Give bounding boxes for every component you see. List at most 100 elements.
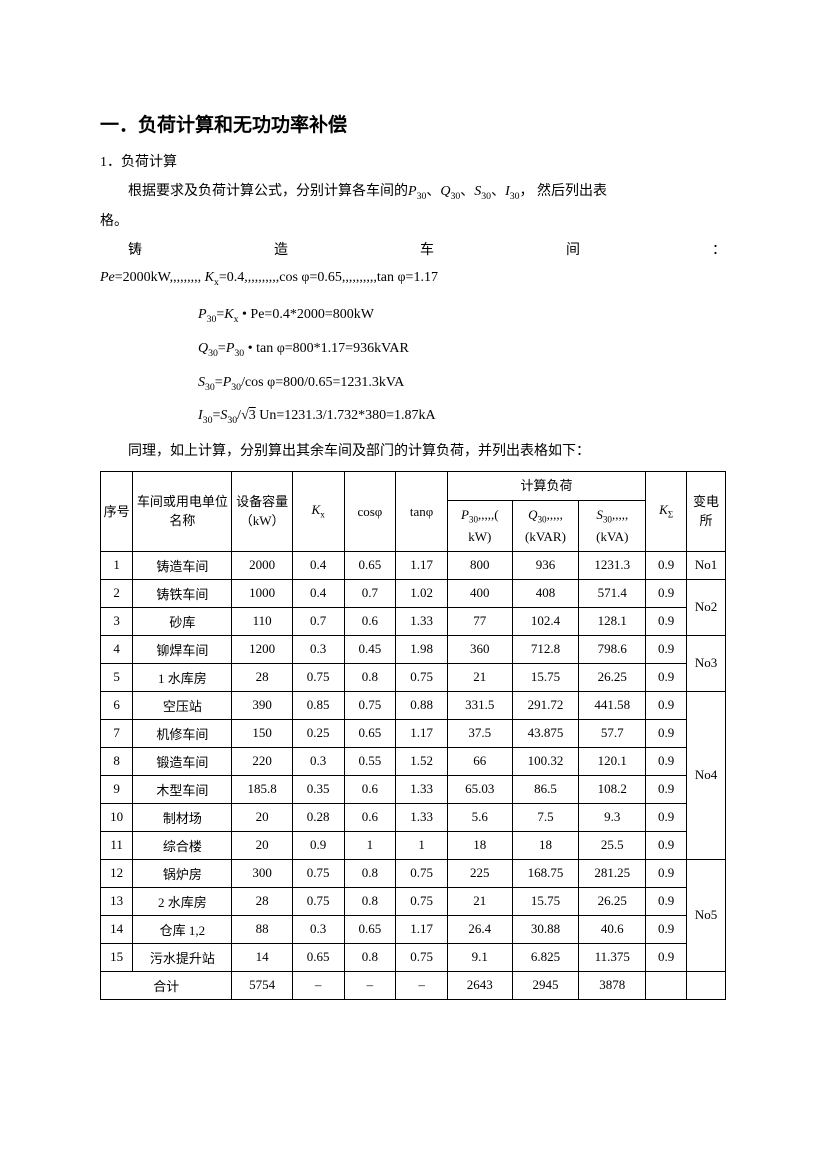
table-cell: 0.6 [344,607,396,635]
table-cell: 污水提升站 [133,943,232,971]
table-cell: 0.3 [292,635,344,663]
table-cell: 4 [101,635,133,663]
table-cell: 40.6 [579,915,646,943]
table-cell: 936 [512,551,579,579]
table-cell: 1 [344,831,396,859]
symbol-i30: I30 [505,184,519,199]
th-kx: Kx [292,472,344,551]
formula-q30-rhs: • tan φ=800*1.17=936kVAR [244,341,409,356]
table-cell: 30.88 [512,915,579,943]
table-cell: 1200 [232,635,292,663]
table-cell: 0.75 [292,663,344,691]
table-cell: 100.32 [512,747,579,775]
th-name: 车间或用电单位名称 [133,472,232,551]
table-cell: 0.65 [344,719,396,747]
table-cell: 1.52 [396,747,448,775]
table-cell: 1.17 [396,551,448,579]
table-row: 6空压站3900.850.750.88331.5291.72441.580.9N… [101,691,726,719]
table-row: 1铸造车间20000.40.651.178009361231.30.9No1 [101,551,726,579]
table-cell: 0.75 [396,943,448,971]
table-cell: 2 水库房 [133,887,232,915]
table-cell: 3 [101,607,133,635]
table-cell: 15.75 [512,663,579,691]
table-cell: 1 水库房 [133,663,232,691]
spread-char-e: ： [712,238,726,265]
table-cell: 15 [101,943,133,971]
table-cell: 0.6 [344,803,396,831]
formula-s30: S30=P30/cos φ=800/0.65=1231.3kVA [198,366,726,400]
table-cell: 0.9 [646,551,687,579]
table-cell: 0.75 [292,887,344,915]
table-cell: 20 [232,803,292,831]
th-calc-load: 计算负荷 [447,472,645,501]
table-cell: 1.02 [396,579,448,607]
table-cell: 0.25 [292,719,344,747]
table-cell: 26.25 [579,663,646,691]
formula-p30: P30=Kx • Pe=0.4*2000=800kW [198,298,726,332]
table-cell: 1.17 [396,915,448,943]
table-cell: 制材场 [133,803,232,831]
symbol-p30: P30 [408,184,426,199]
table-row: 7机修车间1500.250.651.1737.543.87557.70.9 [101,719,726,747]
table-row: 2铸铁车间10000.40.71.02400408571.40.9No2 [101,579,726,607]
table-cell: 300 [232,859,292,887]
table-cell: 0.8 [344,887,396,915]
table-cell: 1 [101,551,133,579]
table-row: 11综合楼200.911181825.50.9 [101,831,726,859]
document-page: 一．负荷计算和无功功率补偿 1．负荷计算 根据要求及负荷计算公式，分别计算各车间… [0,0,826,1060]
table-cell: 110 [232,607,292,635]
table-row: 4铆焊车间12000.30.451.98360712.8798.60.9No3 [101,635,726,663]
table-cell: 360 [447,635,512,663]
table-cell: 9.3 [579,803,646,831]
th-cos: cosφ [344,472,396,551]
table-cell: 712.8 [512,635,579,663]
table-cell: 14 [101,915,133,943]
table-row: 132 水库房280.750.80.752115.7526.250.9 [101,887,726,915]
table-cell: 0.9 [646,831,687,859]
table-cell: 0.6 [344,775,396,803]
table-cell: 102.4 [512,607,579,635]
total-label-cell: 合计 [101,971,232,999]
table-cell: 0.9 [646,775,687,803]
table-cell: 0.9 [646,607,687,635]
th-ksigma: KΣ [646,472,687,551]
table-row: 51 水库房280.750.80.752115.7526.250.9 [101,663,726,691]
table-cell: 1 [396,831,448,859]
table-cell: 15.75 [512,887,579,915]
table-cell: 185.8 [232,775,292,803]
table-cell: 0.75 [396,663,448,691]
table-cell: 11 [101,831,133,859]
table-cell: 77 [447,607,512,635]
table-cell: 0.9 [646,803,687,831]
table-cell: 331.5 [447,691,512,719]
table-cell: 5.6 [447,803,512,831]
table-cell: 1.17 [396,719,448,747]
table-cell: 10 [101,803,133,831]
table-cell: 37.5 [447,719,512,747]
table-cell: 0.28 [292,803,344,831]
formula-i30-rhs: Un=1231.3/1.732*380=1.87kA [259,408,435,423]
table-cell: 0.9 [646,859,687,887]
table-cell: 150 [232,719,292,747]
table-cell: 0.8 [344,859,396,887]
table-cell: 281.25 [579,859,646,887]
th-pe: 设备容量（kW） [232,472,292,551]
substation-cell: No5 [687,859,726,971]
table-cell: 0.9 [646,887,687,915]
table-cell: 26.4 [447,915,512,943]
table-cell: 木型车间 [133,775,232,803]
subsection-number: 1．负荷计算 [100,151,726,171]
table-cell: 1.98 [396,635,448,663]
table-cell: 0.85 [292,691,344,719]
table-cell: 砂库 [133,607,232,635]
symbol-s30: S30 [474,184,491,199]
table-cell: 6 [101,691,133,719]
table-cell: 0.9 [646,691,687,719]
formula-s30-rhs: /cos φ=800/0.65=1231.3kVA [241,375,404,390]
table-cell: 锻造车间 [133,747,232,775]
intro-text-2: ， 然后列出表 [520,184,608,199]
table-cell: 0.75 [344,691,396,719]
table-cell: 408 [512,579,579,607]
table-cell: 0.9 [646,579,687,607]
table-cell: 0.88 [396,691,448,719]
